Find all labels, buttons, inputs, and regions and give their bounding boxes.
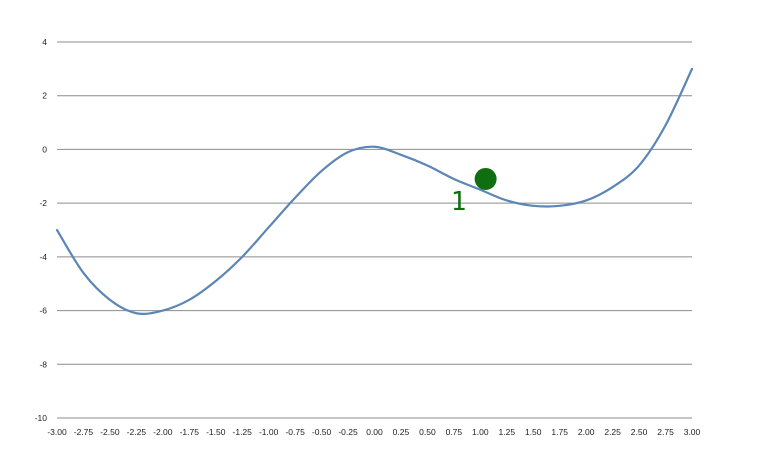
x-tick-label: -1.75 <box>180 427 200 437</box>
y-tick-label: -10 <box>35 413 48 423</box>
y-tick-label: 0 <box>42 144 47 154</box>
x-tick-label: 0.25 <box>393 427 410 437</box>
y-tick-label: -8 <box>39 359 47 369</box>
x-tick-label: 2.25 <box>604 427 621 437</box>
x-tick-label: 1.25 <box>499 427 516 437</box>
y-tick-label: -6 <box>39 306 47 316</box>
y-tick-labels: -10 -8 -6 -4 -2 0 2 4 <box>35 37 48 423</box>
highlighted-points: 1 <box>451 167 497 217</box>
series-line-0 <box>55 67 694 316</box>
highlight-point-marker <box>474 167 497 190</box>
x-tick-label: -1.50 <box>206 427 226 437</box>
x-tick-label: -0.25 <box>338 427 358 437</box>
series-lines <box>55 67 694 316</box>
x-tick-label: -2.00 <box>153 427 173 437</box>
x-tick-label: 0.75 <box>446 427 463 437</box>
x-tick-label: -2.25 <box>127 427 147 437</box>
x-tick-label: 1.50 <box>525 427 542 437</box>
x-tick-label: 1.00 <box>472 427 489 437</box>
y-tick-label: 4 <box>42 37 47 47</box>
x-tick-label: -1.25 <box>233 427 253 437</box>
x-tick-label: 2.50 <box>631 427 648 437</box>
x-tick-label: -0.75 <box>285 427 305 437</box>
x-tick-label: 1.75 <box>551 427 568 437</box>
y-tick-label: -4 <box>39 252 47 262</box>
highlight-point-label: 1 <box>451 187 467 217</box>
x-tick-label: 3.00 <box>684 427 701 437</box>
x-tick-label: -3.00 <box>47 427 67 437</box>
x-tick-label: -2.75 <box>74 427 94 437</box>
grid-lines <box>57 41 692 419</box>
x-tick-label: 2.75 <box>657 427 674 437</box>
x-tick-label: -0.50 <box>312 427 332 437</box>
x-tick-labels: -3.00 -2.75 -2.50 -2.25 -2.00 -1.75 -1.50 -1.25… <box>47 427 700 437</box>
x-tick-label: -2.50 <box>100 427 120 437</box>
x-tick-label: 0.50 <box>419 427 436 437</box>
y-tick-label: -2 <box>39 198 47 208</box>
x-tick-label: -1.00 <box>259 427 279 437</box>
x-tick-label: 0.00 <box>366 427 383 437</box>
y-tick-label: 2 <box>42 91 47 101</box>
x-tick-label: 2.00 <box>578 427 595 437</box>
